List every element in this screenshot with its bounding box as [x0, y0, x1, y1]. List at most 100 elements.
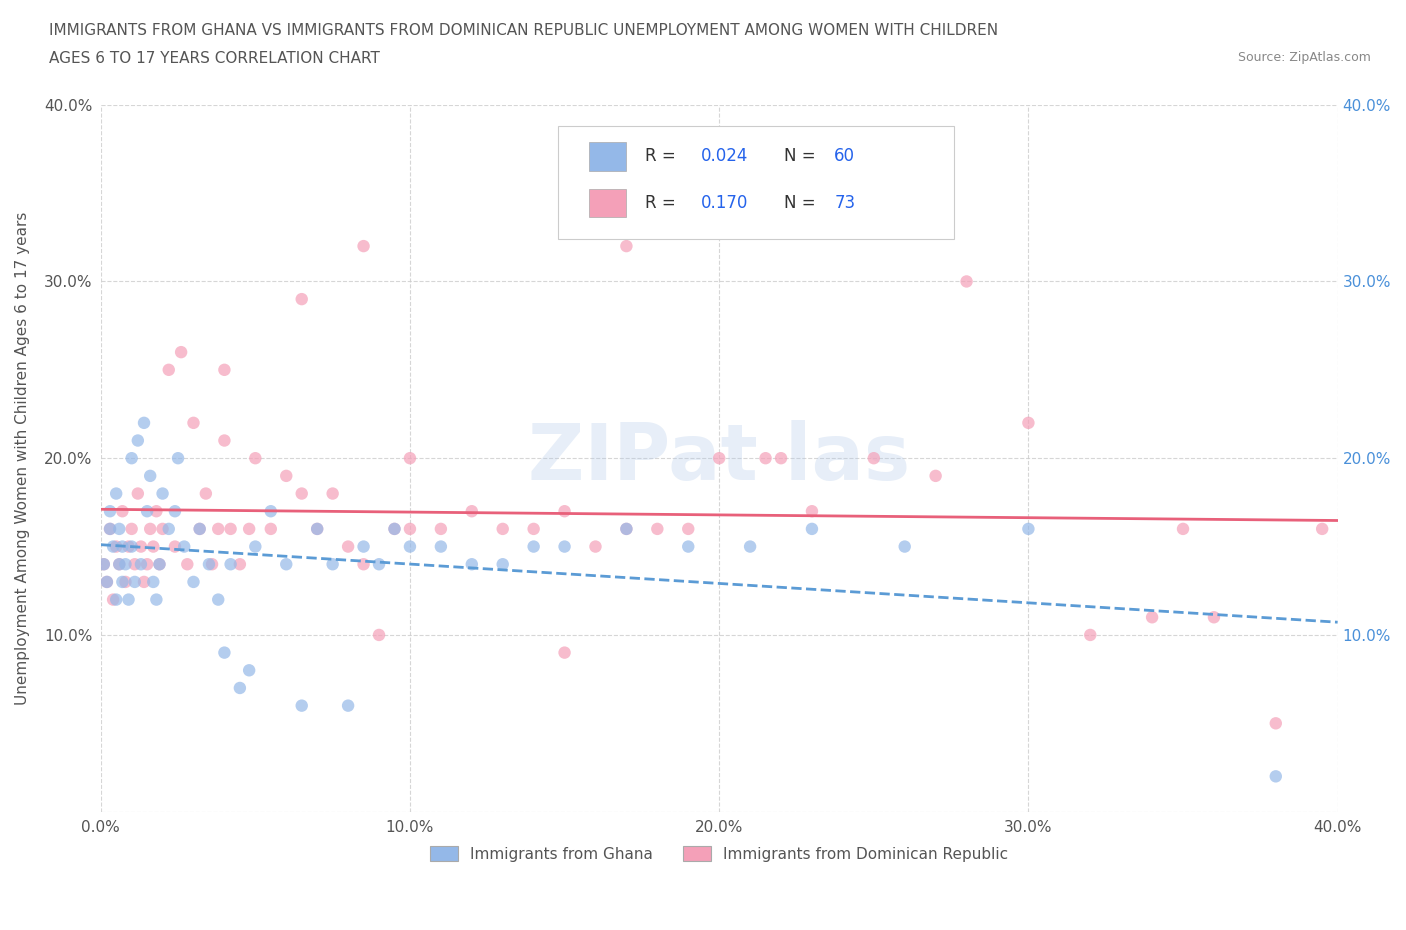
Point: [955, 274, 977, 289]
Point: [108, 522, 131, 537]
Text: R =: R =: [645, 148, 681, 166]
FancyBboxPatch shape: [589, 189, 627, 217]
Point: [124, 557, 146, 572]
Point: [368, 557, 391, 572]
Text: 0.024: 0.024: [700, 148, 748, 166]
Point: [1017, 522, 1039, 537]
Point: [207, 592, 229, 607]
FancyBboxPatch shape: [589, 142, 627, 170]
Point: [148, 557, 170, 572]
Point: [585, 539, 607, 554]
Point: [1310, 522, 1333, 537]
Point: [117, 539, 139, 554]
Point: [754, 451, 776, 466]
Point: [157, 363, 180, 378]
Text: IMMIGRANTS FROM GHANA VS IMMIGRANTS FROM DOMINICAN REPUBLIC UNEMPLOYMENT AMONG W: IMMIGRANTS FROM GHANA VS IMMIGRANTS FROM…: [49, 23, 998, 38]
Point: [523, 522, 546, 537]
Point: [384, 522, 406, 537]
Point: [307, 522, 329, 537]
Text: 73: 73: [834, 194, 855, 212]
Point: [101, 539, 124, 554]
Point: [136, 557, 159, 572]
Point: [127, 433, 149, 448]
Point: [145, 504, 167, 519]
Point: [96, 575, 118, 590]
Point: [307, 522, 329, 537]
Point: [111, 575, 134, 590]
Point: [399, 451, 422, 466]
Point: [93, 557, 115, 572]
Point: [148, 557, 170, 572]
Point: [291, 486, 314, 501]
Point: [163, 539, 186, 554]
Point: [93, 557, 115, 572]
Point: [229, 681, 252, 696]
Point: [322, 557, 344, 572]
Point: [98, 504, 121, 519]
Point: [616, 522, 638, 537]
Point: [322, 486, 344, 501]
Point: [1264, 769, 1286, 784]
Point: [647, 522, 669, 537]
Point: [800, 504, 823, 519]
Point: [260, 504, 283, 519]
Point: [117, 592, 139, 607]
Point: [114, 557, 136, 572]
Point: [276, 557, 298, 572]
Point: [198, 557, 221, 572]
Point: [893, 539, 915, 554]
Legend: Immigrants from Ghana, Immigrants from Dominican Republic: Immigrants from Ghana, Immigrants from D…: [425, 840, 1014, 868]
Point: [1264, 716, 1286, 731]
Point: [554, 645, 576, 660]
Point: [188, 522, 211, 537]
Point: [127, 486, 149, 501]
Point: [1078, 628, 1101, 643]
Point: [523, 539, 546, 554]
Point: [170, 345, 193, 360]
Point: [1017, 416, 1039, 431]
Point: [492, 522, 515, 537]
Point: [461, 504, 484, 519]
Point: [214, 645, 236, 660]
Point: [105, 486, 128, 501]
Point: [800, 522, 823, 537]
Text: Source: ZipAtlas.com: Source: ZipAtlas.com: [1237, 51, 1371, 64]
Y-axis label: Unemployment Among Women with Children Ages 6 to 17 years: Unemployment Among Women with Children A…: [15, 211, 30, 705]
Point: [105, 592, 128, 607]
Point: [145, 592, 167, 607]
Point: [1202, 610, 1225, 625]
Point: [492, 557, 515, 572]
Point: [201, 557, 224, 572]
Point: [214, 363, 236, 378]
Text: N =: N =: [783, 194, 820, 212]
Point: [291, 292, 314, 307]
Point: [101, 592, 124, 607]
Point: [678, 539, 700, 554]
Point: [291, 698, 314, 713]
Point: [924, 469, 946, 484]
Point: [114, 575, 136, 590]
Point: [129, 557, 152, 572]
Point: [176, 557, 198, 572]
Point: [616, 522, 638, 537]
Point: [157, 522, 180, 537]
Point: [337, 539, 360, 554]
Point: [616, 239, 638, 254]
Point: [183, 575, 205, 590]
Point: [96, 575, 118, 590]
Point: [245, 539, 267, 554]
Point: [173, 539, 195, 554]
Point: [129, 539, 152, 554]
Point: [136, 504, 159, 519]
Point: [219, 557, 242, 572]
Point: [399, 522, 422, 537]
Point: [337, 698, 360, 713]
Point: [98, 522, 121, 537]
Point: [678, 522, 700, 537]
Point: [132, 575, 155, 590]
Text: N =: N =: [783, 148, 820, 166]
Point: [98, 522, 121, 537]
Point: [276, 469, 298, 484]
Point: [163, 504, 186, 519]
Point: [769, 451, 792, 466]
